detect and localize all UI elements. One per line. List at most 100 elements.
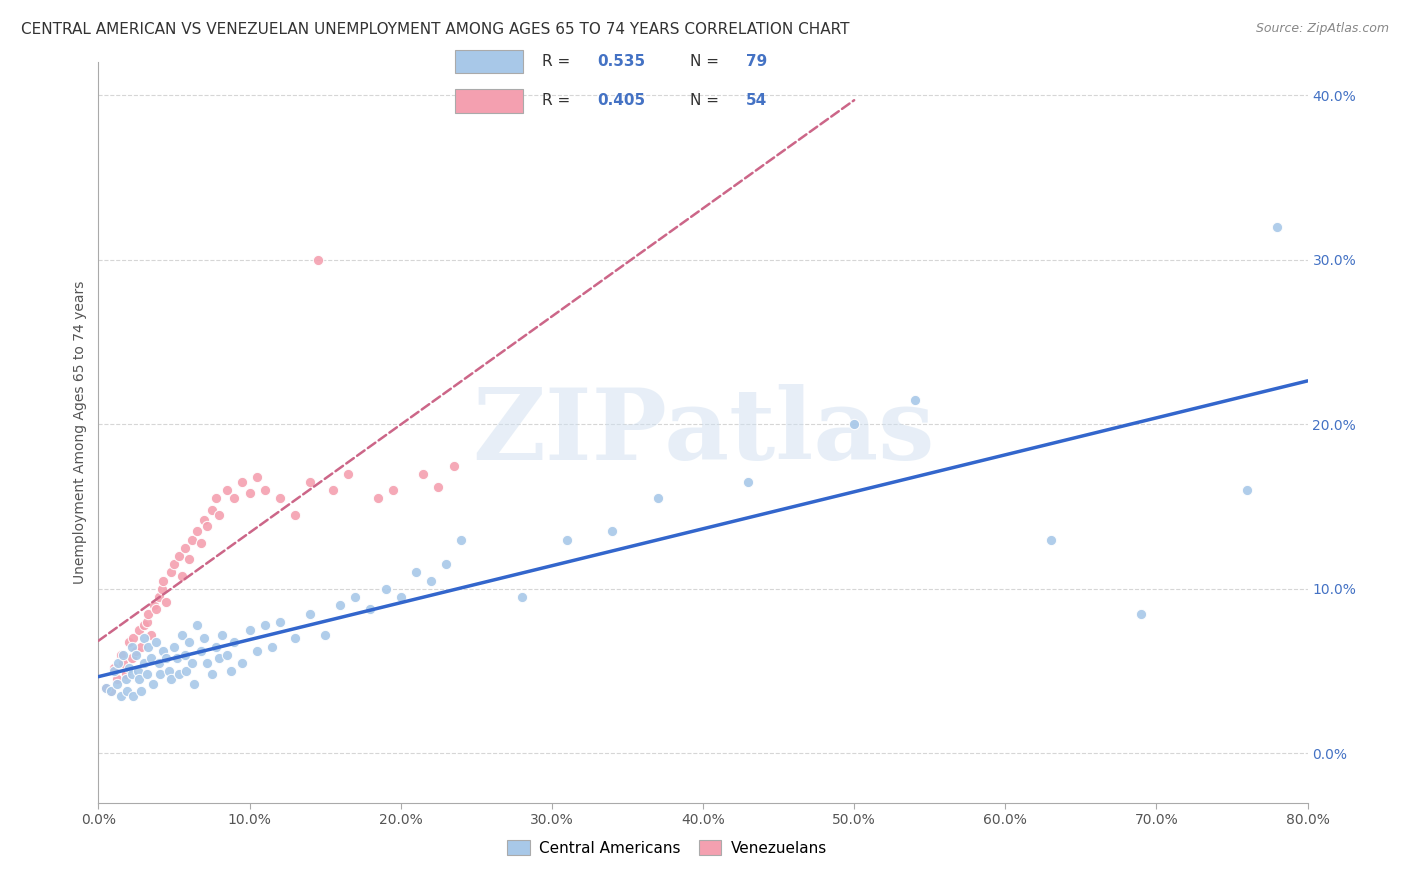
- Point: [555, 533, 578, 547]
- Point: [190, 644, 212, 658]
- Point: [94, 681, 117, 695]
- Point: [221, 664, 243, 678]
- Text: N =: N =: [690, 94, 724, 108]
- Point: [647, 491, 669, 506]
- Point: [118, 661, 141, 675]
- Point: [239, 623, 262, 637]
- Point: [205, 491, 228, 506]
- Point: [114, 673, 136, 687]
- Point: [336, 467, 359, 481]
- Point: [122, 632, 145, 646]
- Point: [136, 640, 159, 654]
- Point: [382, 483, 405, 498]
- Point: [360, 601, 382, 615]
- Point: [105, 673, 128, 687]
- Point: [149, 667, 172, 681]
- Point: [186, 618, 208, 632]
- Point: [170, 628, 193, 642]
- Point: [115, 684, 138, 698]
- Point: [107, 656, 129, 670]
- Point: [1130, 607, 1153, 621]
- Point: [844, 417, 866, 432]
- Point: [145, 634, 167, 648]
- Point: [155, 595, 177, 609]
- Y-axis label: Unemployment Among Ages 65 to 74 years: Unemployment Among Ages 65 to 74 years: [73, 281, 87, 584]
- Point: [262, 640, 284, 654]
- Point: [166, 651, 188, 665]
- Point: [181, 656, 204, 670]
- Point: [105, 677, 128, 691]
- Point: [195, 656, 218, 670]
- Point: [215, 648, 238, 662]
- Legend: Central Americans, Venezuelans: Central Americans, Venezuelans: [501, 834, 832, 862]
- Point: [208, 651, 231, 665]
- Point: [103, 664, 125, 678]
- Point: [121, 667, 143, 681]
- Point: [150, 582, 173, 596]
- Point: [125, 648, 148, 662]
- Point: [160, 566, 183, 580]
- Point: [405, 566, 427, 580]
- Point: [201, 667, 224, 681]
- FancyBboxPatch shape: [456, 50, 523, 73]
- Point: [201, 503, 224, 517]
- Point: [434, 558, 457, 572]
- Point: [128, 673, 150, 687]
- Point: [135, 615, 157, 629]
- Point: [205, 640, 228, 654]
- Point: [450, 533, 472, 547]
- Point: [128, 623, 150, 637]
- Point: [208, 508, 231, 522]
- Point: [427, 480, 450, 494]
- Point: [253, 618, 276, 632]
- Text: 79: 79: [747, 54, 768, 69]
- Point: [114, 667, 136, 681]
- Point: [121, 640, 143, 654]
- Text: 54: 54: [747, 94, 768, 108]
- Point: [284, 632, 307, 646]
- Point: [160, 673, 183, 687]
- Point: [195, 519, 218, 533]
- Point: [193, 513, 215, 527]
- Point: [141, 628, 163, 642]
- Point: [100, 684, 122, 698]
- Point: [159, 664, 181, 678]
- Point: [143, 599, 166, 613]
- Point: [167, 667, 190, 681]
- Point: [344, 590, 367, 604]
- Point: [152, 644, 174, 658]
- Point: [299, 475, 322, 489]
- Point: [122, 689, 145, 703]
- Text: 0.405: 0.405: [598, 94, 645, 108]
- Point: [904, 392, 927, 407]
- Text: N =: N =: [690, 54, 724, 69]
- Point: [152, 574, 174, 588]
- Point: [186, 524, 208, 539]
- Point: [145, 601, 167, 615]
- Point: [148, 656, 170, 670]
- Point: [737, 475, 759, 489]
- Point: [1236, 483, 1258, 498]
- Point: [193, 632, 215, 646]
- Point: [215, 483, 238, 498]
- Point: [420, 574, 443, 588]
- Point: [103, 661, 125, 675]
- Point: [269, 491, 291, 506]
- Point: [211, 628, 233, 642]
- Point: [135, 667, 157, 681]
- Point: [163, 640, 186, 654]
- Point: [100, 684, 122, 698]
- Point: [170, 568, 193, 582]
- Point: [190, 536, 212, 550]
- Point: [125, 644, 148, 658]
- Point: [329, 599, 352, 613]
- Point: [246, 644, 269, 658]
- Point: [389, 590, 412, 604]
- Point: [314, 628, 336, 642]
- Point: [510, 590, 533, 604]
- Point: [284, 508, 307, 522]
- Point: [163, 558, 186, 572]
- Point: [132, 618, 155, 632]
- Point: [129, 640, 152, 654]
- Point: [246, 470, 269, 484]
